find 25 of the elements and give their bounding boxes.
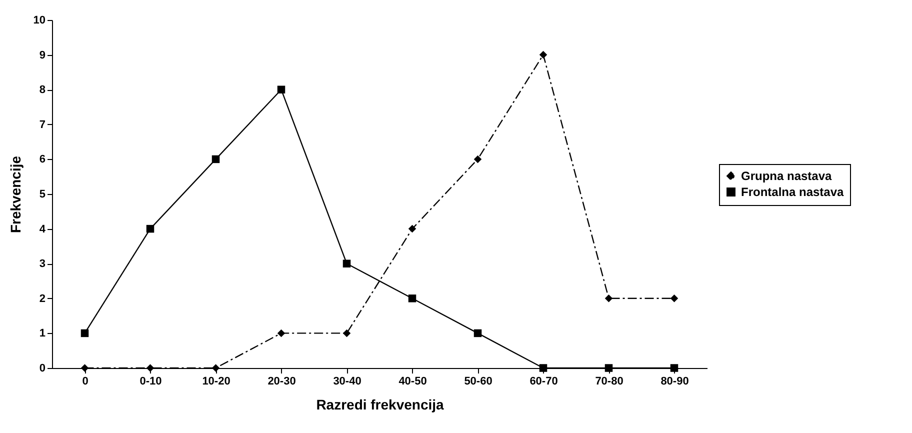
y-tick-label: 8: [39, 84, 46, 96]
x-tick-label: 10-20: [202, 376, 230, 388]
y-tick-label: 6: [39, 154, 46, 166]
x-tick-label: 0-10: [140, 376, 162, 388]
y-tick-label: 10: [33, 14, 46, 26]
x-tick-label: 0: [82, 376, 88, 388]
legend-label: Frontalna nastava: [741, 185, 844, 199]
legend-label: Grupna nastava: [741, 169, 832, 183]
x-tick-label: 20-30: [268, 376, 296, 388]
y-axis-title: Frekvencije: [7, 156, 24, 234]
y-tick-label: 7: [39, 118, 46, 131]
x-tick-label: 50-60: [464, 376, 492, 388]
x-tick-label: 70-80: [595, 376, 624, 388]
y-tick-label: 9: [39, 49, 46, 62]
x-axis-title: Razredi frekvencija: [316, 396, 444, 412]
y-tick-label: 0: [39, 362, 46, 374]
y-tick-label: 1: [39, 328, 46, 340]
y-tick-label: 3: [39, 258, 46, 270]
x-tick-label: 40-50: [398, 376, 427, 388]
x-tick-label: 60-70: [530, 376, 558, 388]
y-tick-label: 2: [39, 292, 46, 305]
y-tick-label: 4: [39, 223, 46, 236]
x-tick-label: 80-90: [660, 376, 689, 388]
x-tick-label: 30-40: [333, 376, 362, 388]
y-tick-label: 5: [39, 188, 46, 200]
